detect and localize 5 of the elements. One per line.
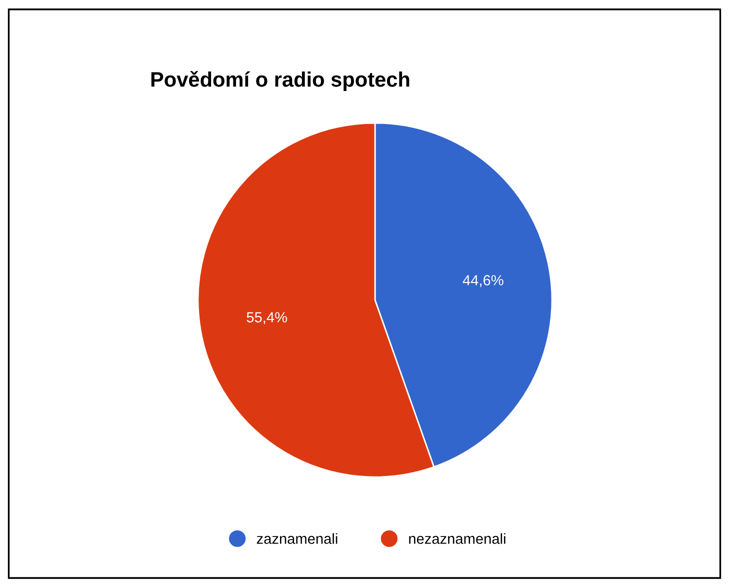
data-label: 44,6% [462, 275, 504, 288]
data-label: 55,4% [246, 312, 287, 324]
legend-label: nezaznamenali [409, 533, 506, 544]
legend-label: zaznamenali [256, 533, 338, 544]
chart-title: Povědomí o radio spotech [151, 71, 410, 91]
